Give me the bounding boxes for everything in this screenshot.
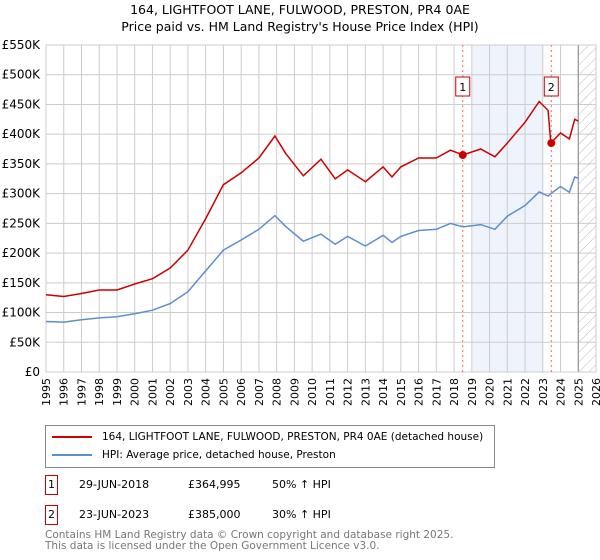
y-tick-label: £350K: [2, 157, 42, 171]
x-tick-label: 2019: [466, 378, 479, 406]
x-tick-label: 2009: [288, 378, 301, 406]
legend-label: HPI: Average price, detached house, Pres…: [102, 449, 336, 461]
x-tick-label: 2011: [324, 378, 337, 406]
y-tick-label: £450K: [2, 97, 42, 111]
footer: Contains HM Land Registry data © Crown c…: [45, 530, 453, 552]
chart-title: 164, LIGHTFOOT LANE, FULWOOD, PRESTON, P…: [130, 2, 470, 17]
y-tick-label: £200K: [2, 246, 42, 260]
x-tick-label: 1999: [111, 378, 124, 406]
chart-subtitle: Price paid vs. HM Land Registry's House …: [121, 19, 479, 34]
footer-licence: This data is licensed under the Open Gov…: [45, 540, 380, 552]
x-tick-label: 2000: [129, 378, 142, 406]
y-tick-label: £100K: [2, 306, 42, 320]
transaction-badge: 1: [45, 475, 58, 495]
x-tick-label: 2001: [146, 378, 159, 406]
legend-item-hpi: HPI: Average price, detached house, Pres…: [52, 447, 336, 463]
x-tick-label: 2005: [217, 378, 230, 406]
footer-copyright: Contains HM Land Registry data © Crown c…: [45, 529, 454, 541]
y-tick-label: £400K: [2, 127, 42, 141]
x-tick-label: 2013: [359, 378, 372, 406]
x-tick-label: 2003: [182, 378, 195, 406]
legend-item-property: 164, LIGHTFOOT LANE, FULWOOD, PRESTON, P…: [52, 429, 483, 445]
transaction-row: 1 29-JUN-2018 £364,995 50% ↑ HPI: [45, 475, 445, 495]
sale-label: 2: [548, 81, 555, 94]
transaction-date: 23-JUN-2023: [79, 508, 150, 521]
transaction-hpi: 30% ↑ HPI: [272, 508, 331, 521]
x-tick-label: 1995: [40, 378, 53, 406]
x-tick-label: 2021: [501, 378, 514, 406]
transaction-price: £364,995: [188, 478, 241, 491]
x-tick-label: 1997: [75, 378, 88, 406]
x-tick-label: 2016: [413, 378, 426, 406]
sale-point: [458, 150, 467, 159]
x-tick-label: 2006: [235, 378, 248, 406]
price-chart: 1995 1996 1997 1998 1999 2000 2001 2002 2003 2004…: [2, 38, 600, 406]
x-tick-label: 2010: [306, 378, 319, 406]
y-tick-label: £500K: [2, 68, 42, 82]
sale-label: 1: [459, 81, 466, 94]
y-tick-label: £150K: [2, 276, 42, 290]
x-tick-label: 2023: [537, 378, 550, 406]
x-tick-label: 2018: [448, 378, 461, 406]
legend-swatch-blue: [52, 454, 92, 456]
x-tick-label: 2002: [164, 378, 177, 406]
transaction-date: 29-JUN-2018: [79, 478, 150, 491]
legend-label: 164, LIGHTFOOT LANE, FULWOOD, PRESTON, P…: [102, 431, 484, 443]
y-tick-label: £50K: [9, 335, 41, 349]
x-tick-label: 1998: [93, 378, 106, 406]
series-line: [45, 176, 579, 323]
x-tick-label: 2020: [484, 378, 497, 406]
x-tick-label: 2025: [572, 378, 585, 406]
transaction-price: £385,000: [188, 508, 241, 521]
x-tick-label: 2012: [342, 378, 355, 406]
x-tick-label: 2026: [590, 378, 600, 406]
legend-swatch-red: [52, 436, 92, 438]
plot-frame: [45, 44, 597, 373]
y-tick-label: £250K: [2, 216, 42, 230]
legend: 164, LIGHTFOOT LANE, FULWOOD, PRESTON, P…: [45, 425, 495, 468]
series-line: [45, 100, 579, 298]
transaction-row: 2 23-JUN-2023 £385,000 30% ↑ HPI: [45, 505, 445, 525]
y-tick-label: £550K: [2, 38, 42, 52]
sale-label-box: [543, 76, 559, 97]
x-tick-label: 2022: [519, 378, 532, 406]
y-tick-label: £0: [25, 365, 40, 379]
sale-label-box: [455, 76, 471, 97]
x-tick-label: 2004: [200, 378, 213, 406]
y-tick-label: £300K: [2, 187, 42, 201]
x-tick-label: 2015: [395, 378, 408, 406]
forecast-hatch: [578, 45, 596, 372]
x-tick-label: 2017: [430, 378, 443, 406]
x-tick-label: 2008: [271, 378, 284, 406]
transaction-hpi: 50% ↑ HPI: [272, 478, 331, 491]
sale-point: [547, 139, 556, 148]
transaction-badge: 2: [45, 505, 58, 525]
x-tick-label: 2024: [555, 378, 568, 406]
x-tick-label: 2014: [377, 378, 390, 406]
x-tick-label: 1996: [58, 378, 71, 406]
x-tick-label: 2007: [253, 378, 266, 406]
